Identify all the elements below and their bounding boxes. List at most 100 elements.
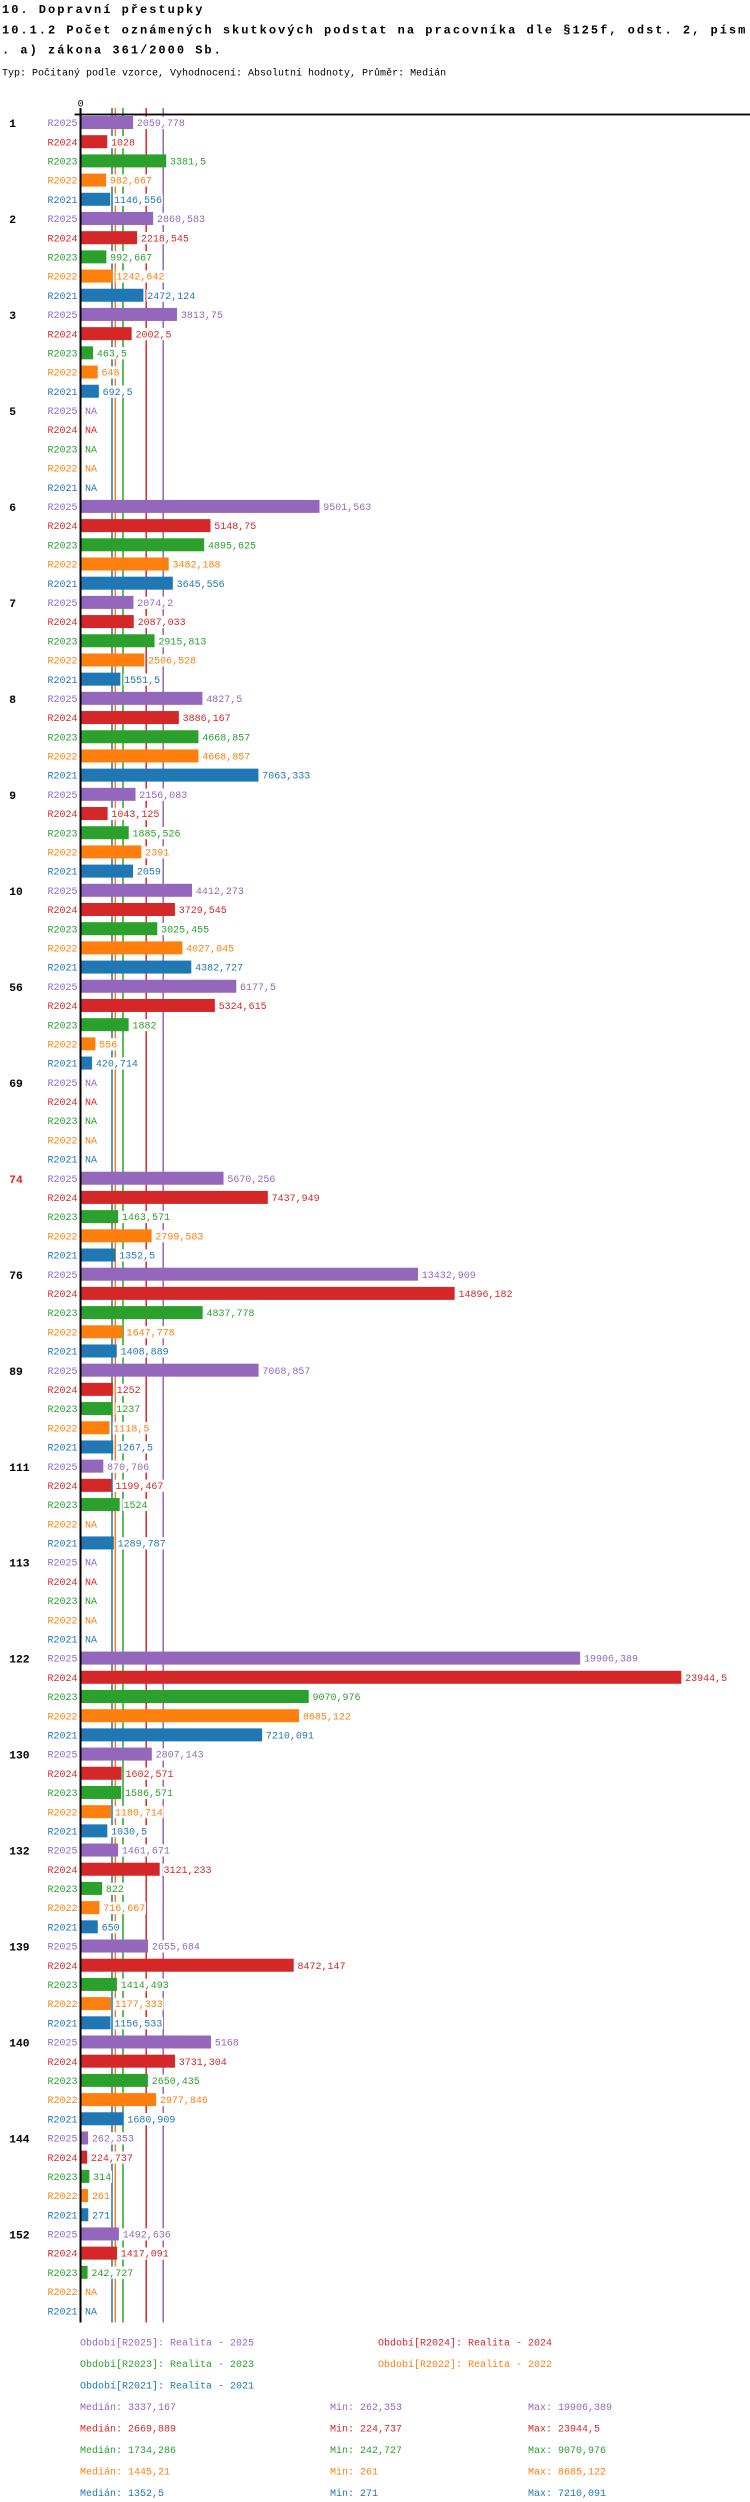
svg-text:262,353: 262,353 bbox=[92, 2135, 134, 2146]
svg-text:56: 56 bbox=[9, 983, 23, 995]
svg-text:R2024: R2024 bbox=[48, 426, 78, 437]
svg-text:R2025: R2025 bbox=[48, 2135, 78, 2146]
svg-text:648: 648 bbox=[102, 369, 120, 380]
svg-text:4837,778: 4837,778 bbox=[206, 1309, 254, 1320]
svg-text:2655,684: 2655,684 bbox=[152, 1943, 200, 1954]
svg-text:1586,571: 1586,571 bbox=[125, 1789, 173, 1800]
svg-text:R2021: R2021 bbox=[48, 1348, 78, 1359]
svg-text:R2023: R2023 bbox=[48, 1213, 78, 1224]
svg-text:R2025: R2025 bbox=[48, 1943, 78, 1954]
svg-text:NA: NA bbox=[85, 407, 97, 418]
svg-text:R2023: R2023 bbox=[48, 1501, 78, 1512]
svg-text:1647,778: 1647,778 bbox=[127, 1328, 175, 1339]
svg-text:1408,889: 1408,889 bbox=[121, 1348, 169, 1359]
svg-text:NA: NA bbox=[85, 445, 97, 456]
svg-text:R2021: R2021 bbox=[48, 1923, 78, 1934]
svg-text:NA: NA bbox=[85, 465, 97, 476]
svg-text:Období[R2023]: Realita - 2023: Období[R2023]: Realita - 2023 bbox=[80, 2359, 254, 2371]
svg-text:1237: 1237 bbox=[116, 1405, 140, 1416]
svg-text:1417,091: 1417,091 bbox=[121, 2250, 169, 2261]
svg-text:992,667: 992,667 bbox=[110, 253, 152, 264]
svg-text:R2021: R2021 bbox=[48, 292, 78, 303]
svg-text:R2024: R2024 bbox=[48, 1098, 78, 1109]
svg-text:2977,846: 2977,846 bbox=[160, 2096, 208, 2107]
svg-text:R2025: R2025 bbox=[48, 503, 78, 514]
svg-text:1177,333: 1177,333 bbox=[115, 2000, 163, 2011]
svg-text:R2025: R2025 bbox=[48, 1751, 78, 1762]
svg-text:Min: 271: Min: 271 bbox=[330, 2488, 378, 2500]
svg-text:6177,5: 6177,5 bbox=[240, 983, 276, 994]
svg-text:R2022: R2022 bbox=[48, 1328, 78, 1339]
svg-text:R2025: R2025 bbox=[48, 887, 78, 898]
svg-text:3381,5: 3381,5 bbox=[170, 157, 206, 168]
svg-text:R2024: R2024 bbox=[48, 1194, 78, 1205]
svg-text:R2022: R2022 bbox=[48, 1136, 78, 1147]
svg-text:R2023: R2023 bbox=[48, 1405, 78, 1416]
svg-text:R2022: R2022 bbox=[48, 657, 78, 668]
svg-text:1524: 1524 bbox=[123, 1501, 147, 1512]
svg-text:R2022: R2022 bbox=[48, 465, 78, 476]
svg-text:74: 74 bbox=[9, 1175, 23, 1187]
svg-text:R2021: R2021 bbox=[48, 196, 78, 207]
svg-text:7437,949: 7437,949 bbox=[272, 1194, 320, 1205]
svg-text:NA: NA bbox=[85, 1597, 97, 1608]
svg-text:2059: 2059 bbox=[137, 868, 161, 879]
svg-text:R2025: R2025 bbox=[48, 1079, 78, 1090]
svg-text:Min: 262,353: Min: 262,353 bbox=[330, 2402, 402, 2414]
svg-text:R2021: R2021 bbox=[48, 1636, 78, 1647]
svg-text:13432,909: 13432,909 bbox=[422, 1271, 476, 1282]
svg-text:139: 139 bbox=[9, 1943, 30, 1955]
svg-text:7: 7 bbox=[9, 599, 16, 611]
svg-text:R2024: R2024 bbox=[48, 234, 78, 245]
svg-text:R2022: R2022 bbox=[48, 561, 78, 572]
svg-text:7063,333: 7063,333 bbox=[262, 772, 310, 783]
svg-text:R2023: R2023 bbox=[48, 445, 78, 456]
svg-text:8: 8 bbox=[9, 695, 16, 707]
svg-text:R2024: R2024 bbox=[48, 810, 78, 821]
svg-text:152: 152 bbox=[9, 2231, 30, 2243]
svg-text:1882: 1882 bbox=[132, 1021, 156, 1032]
svg-text:R2021: R2021 bbox=[48, 1827, 78, 1838]
svg-text:R2022: R2022 bbox=[48, 753, 78, 764]
svg-text:261: 261 bbox=[92, 2192, 110, 2203]
svg-text:1602,571: 1602,571 bbox=[125, 1770, 173, 1781]
svg-text:R2025: R2025 bbox=[48, 983, 78, 994]
svg-text:3025,455: 3025,455 bbox=[161, 925, 209, 936]
svg-text:4027,045: 4027,045 bbox=[186, 944, 234, 955]
svg-text:Medián: 3337,167: Medián: 3337,167 bbox=[80, 2402, 176, 2414]
svg-text:716,667: 716,667 bbox=[103, 1904, 145, 1915]
svg-text:Min: 261: Min: 261 bbox=[330, 2467, 378, 2479]
svg-text:R2021: R2021 bbox=[48, 2211, 78, 2222]
svg-text:1043,125: 1043,125 bbox=[111, 810, 159, 821]
svg-text:271: 271 bbox=[92, 2211, 110, 2222]
svg-text:0: 0 bbox=[78, 100, 84, 111]
svg-text:Max: 9070,976: Max: 9070,976 bbox=[528, 2446, 606, 2457]
svg-text:R2025: R2025 bbox=[48, 1655, 78, 1666]
svg-text:89: 89 bbox=[9, 1367, 23, 1379]
svg-text:R2023: R2023 bbox=[48, 1597, 78, 1608]
svg-text:9501,563: 9501,563 bbox=[323, 503, 371, 514]
svg-text:1551,5: 1551,5 bbox=[124, 676, 160, 687]
svg-text:8472,147: 8472,147 bbox=[298, 1962, 346, 1973]
svg-text:2807,143: 2807,143 bbox=[156, 1751, 204, 1762]
svg-text:R2023: R2023 bbox=[48, 637, 78, 648]
svg-text:R2024: R2024 bbox=[48, 618, 78, 629]
svg-text:10.1.2 Počet oznámených skutko: 10.1.2 Počet oznámených skutkových podst… bbox=[2, 23, 747, 37]
svg-text:R2022: R2022 bbox=[48, 1904, 78, 1915]
svg-text:19906,389: 19906,389 bbox=[584, 1655, 638, 1666]
svg-text:R2021: R2021 bbox=[48, 484, 78, 495]
svg-text:1267,5: 1267,5 bbox=[117, 1444, 153, 1455]
svg-text:Období[R2025]: Realita - 2025: Období[R2025]: Realita - 2025 bbox=[80, 2338, 254, 2350]
svg-text:556: 556 bbox=[99, 1040, 117, 1051]
svg-text:R2025: R2025 bbox=[48, 215, 78, 226]
svg-text:R2021: R2021 bbox=[48, 2019, 78, 2030]
svg-text:69: 69 bbox=[9, 1079, 23, 1091]
svg-text:1242,642: 1242,642 bbox=[116, 273, 164, 284]
svg-text:3813,75: 3813,75 bbox=[181, 311, 223, 322]
svg-text:R2023: R2023 bbox=[48, 829, 78, 840]
svg-text:2799,583: 2799,583 bbox=[155, 1232, 203, 1243]
svg-text:Min: 224,737: Min: 224,737 bbox=[330, 2424, 402, 2436]
svg-text:R2021: R2021 bbox=[48, 1060, 78, 1071]
svg-text:Medián: 2669,889: Medián: 2669,889 bbox=[80, 2424, 176, 2436]
svg-text:5168: 5168 bbox=[215, 2039, 239, 2050]
